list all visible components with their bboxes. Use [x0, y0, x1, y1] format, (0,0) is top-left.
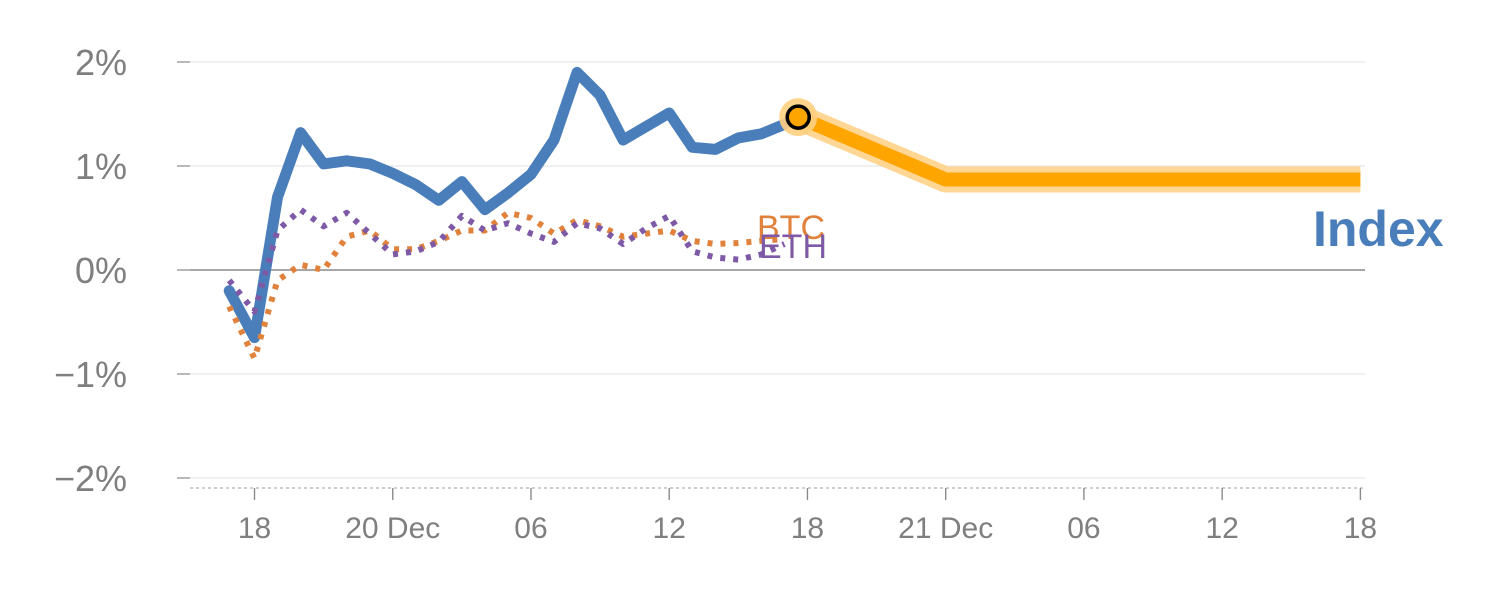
- series-label-eth: ETH: [759, 228, 827, 266]
- series-line-btc: [226, 209, 785, 362]
- x-tick-label: 18: [1344, 512, 1377, 545]
- series-line-eth: [226, 206, 786, 315]
- y-tick-label: −2%: [54, 458, 127, 499]
- y-tick-label: 1%: [75, 146, 127, 187]
- y-tick-label: 2%: [75, 42, 127, 83]
- y-tick-label: 0%: [75, 250, 127, 291]
- axes: 2% 1% 0% −1% −2% 18 20 Dec 06 12 18 21 Dec 06 12 18: [54, 42, 1377, 545]
- series-layer: [223, 66, 1361, 362]
- series-label-btc: BTC: [757, 209, 825, 247]
- x-tick-label: 18: [238, 512, 271, 545]
- x-tick-label: 06: [514, 512, 547, 545]
- x-tick-label: 21 Dec: [898, 512, 993, 545]
- x-tick-label: 20 Dec: [345, 512, 440, 545]
- y-tick-label: −1%: [54, 354, 127, 395]
- series-label-index: Index: [1313, 201, 1444, 257]
- x-tick-label: 06: [1067, 512, 1100, 545]
- series-line-index: [223, 66, 804, 344]
- current-point-marker: [785, 104, 811, 130]
- series-line-forecast: [795, 110, 1361, 187]
- x-tick-label: 18: [791, 512, 824, 545]
- series-labels: BTC ETH Index: [757, 201, 1444, 266]
- x-tick-label: 12: [653, 512, 686, 545]
- x-tick-label: 12: [1205, 512, 1238, 545]
